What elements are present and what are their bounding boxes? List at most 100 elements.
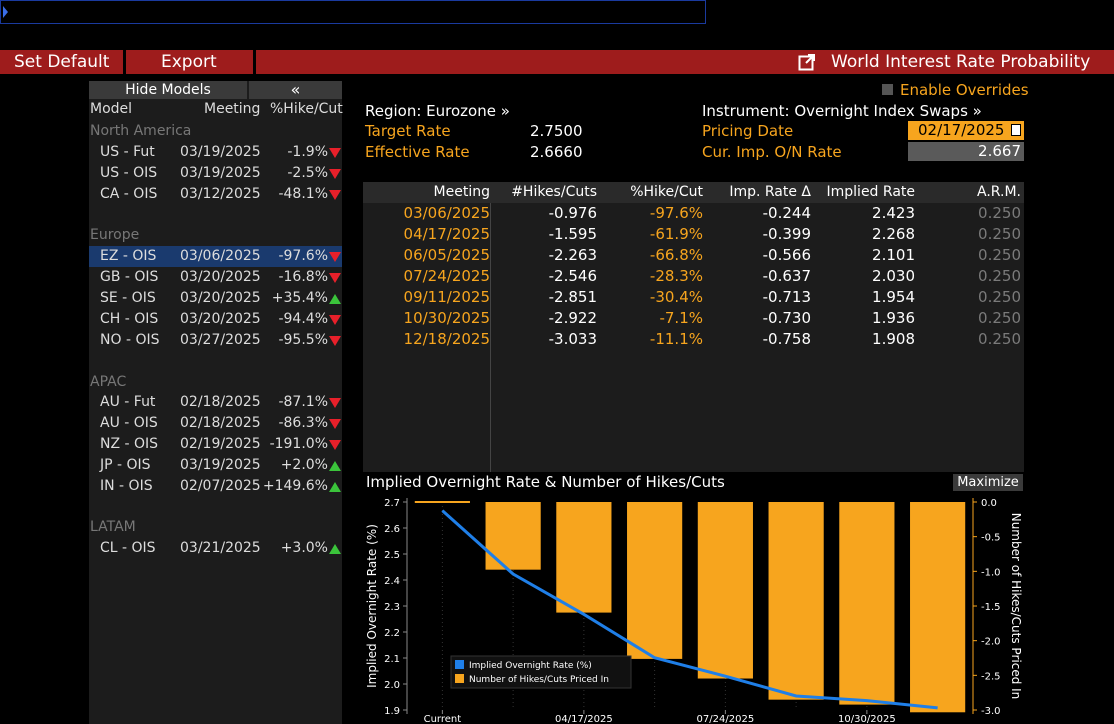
meeting-date: 02/18/2025: [180, 394, 261, 410]
model-row[interactable]: NZ - OIS 02/19/2025 -191.0%: [89, 434, 342, 455]
effective-rate-label: Effective Rate: [365, 143, 470, 161]
model-row[interactable]: AU - OIS 02/18/2025 -86.3%: [89, 413, 342, 434]
y-tick-label: 2.7: [384, 498, 400, 509]
cell-meeting: 10/30/2025: [403, 309, 490, 327]
export-button[interactable]: Export: [161, 52, 217, 72]
cell-hikes: -2.546: [548, 267, 597, 285]
cell-pct: -28.3%: [649, 267, 703, 285]
bar: [485, 502, 541, 570]
table-header: Meeting #Hikes/Cuts %Hike/Cut Imp. Rate …: [363, 182, 1024, 203]
maximize-button[interactable]: Maximize: [953, 474, 1023, 491]
model-name: NZ - OIS: [100, 436, 159, 452]
meeting-date: 03/06/2025: [180, 248, 261, 264]
cell-arm: 0.250: [978, 288, 1021, 306]
cell-arm: 0.250: [978, 330, 1021, 348]
table-body: 03/06/2025 -0.976 -97.6% -0.244 2.423 0.…: [363, 203, 1024, 350]
cell-pct: -7.1%: [659, 309, 703, 327]
model-name: JP - OIS: [100, 457, 151, 473]
cell-delta: -0.566: [762, 246, 811, 264]
header-pct-hike-cut[interactable]: %Hike/Cut: [630, 184, 703, 200]
y-tick-label-right: 0.0: [981, 498, 997, 509]
model-row[interactable]: NO - OIS 03/27/2025 -95.5%: [89, 330, 342, 351]
model-row[interactable]: US - OIS 03/19/2025 -2.5%: [89, 163, 342, 184]
enable-overrides-checkbox[interactable]: [882, 84, 893, 95]
cell-hikes: -0.976: [548, 204, 597, 222]
up-arrow-icon: [329, 461, 341, 471]
down-arrow-icon: [329, 398, 341, 408]
model-row[interactable]: IN - OIS 02/07/2025 +149.6%: [89, 476, 342, 497]
model-row[interactable]: GB - OIS 03/20/2025 -16.8%: [89, 267, 342, 288]
cell-pct: -11.1%: [649, 330, 703, 348]
col-header-hike[interactable]: %Hike/Cut: [270, 101, 343, 117]
set-default-button[interactable]: Set Default: [14, 52, 110, 72]
y-tick-label-right: -2.0: [981, 637, 1001, 648]
header-imp-rate-delta[interactable]: Imp. Rate Δ: [729, 184, 811, 200]
pricing-date-field[interactable]: 02/17/2025: [908, 121, 1024, 140]
table-row[interactable]: 03/06/2025 -0.976 -97.6% -0.244 2.423 0.…: [363, 203, 1024, 224]
popout-icon[interactable]: [798, 53, 816, 71]
cell-pct: -30.4%: [649, 288, 703, 306]
model-row[interactable]: CH - OIS 03/20/2025 -94.4%: [89, 309, 342, 330]
instrument-selector[interactable]: Instrument: Overnight Index Swaps »: [702, 102, 982, 120]
down-arrow-icon: [329, 148, 341, 158]
header-implied-rate[interactable]: Implied Rate: [826, 184, 915, 200]
y-axis-label-right: Number of Hikes/Cuts Priced In: [1009, 513, 1023, 700]
table-row[interactable]: 04/17/2025 -1.595 -61.9% -0.399 2.268 0.…: [363, 224, 1024, 245]
header-arm[interactable]: A.R.M.: [977, 184, 1021, 200]
model-row[interactable]: CA - OIS 03/12/2025 -48.1%: [89, 184, 342, 205]
col-header-meeting[interactable]: Meeting: [204, 101, 261, 117]
bar: [910, 502, 966, 713]
hide-models-button[interactable]: Hide Models: [89, 81, 247, 99]
cell-arm: 0.250: [978, 267, 1021, 285]
cell-arm: 0.250: [978, 204, 1021, 222]
enable-overrides-label[interactable]: Enable Overrides: [900, 81, 1029, 99]
effective-rate-value: 2.6660: [530, 143, 583, 161]
meeting-date: 03/12/2025: [180, 186, 261, 202]
model-row[interactable]: CL - OIS 03/21/2025 +3.0%: [89, 538, 342, 559]
y-tick-label-right: -2.5: [981, 671, 1001, 682]
model-row[interactable]: SE - OIS 03/20/2025 +35.4%: [89, 288, 342, 309]
meeting-date: 02/07/2025: [180, 478, 261, 494]
cur-imp-rate-field[interactable]: 2.667: [908, 142, 1024, 161]
header-meeting[interactable]: Meeting: [433, 184, 490, 200]
region-header: North America: [90, 123, 192, 139]
table-row[interactable]: 10/30/2025 -2.922 -7.1% -0.730 1.936 0.2…: [363, 308, 1024, 329]
hike-value: -16.8%: [278, 269, 328, 285]
cell-meeting: 04/17/2025: [403, 225, 490, 243]
model-row[interactable]: JP - OIS 03/19/2025 +2.0%: [89, 455, 342, 476]
cell-delta: -0.637: [762, 267, 811, 285]
down-arrow-icon: [329, 315, 341, 325]
cell-delta: -0.399: [762, 225, 811, 243]
calendar-icon[interactable]: [1011, 124, 1021, 136]
model-name: AU - OIS: [100, 415, 158, 431]
model-row[interactable]: US - Fut 03/19/2025 -1.9%: [89, 142, 342, 163]
cell-delta: -0.244: [762, 204, 811, 222]
header-hikes-cuts[interactable]: #Hikes/Cuts: [511, 184, 597, 200]
table-row[interactable]: 09/11/2025 -2.851 -30.4% -0.713 1.954 0.…: [363, 287, 1024, 308]
down-arrow-icon: [329, 190, 341, 200]
table-row[interactable]: 06/05/2025 -2.263 -66.8% -0.566 2.101 0.…: [363, 245, 1024, 266]
hike-value: -95.5%: [278, 332, 328, 348]
model-row[interactable]: AU - Fut 02/18/2025 -87.1%: [89, 392, 342, 413]
cell-implied: 2.101: [872, 246, 915, 264]
y-tick-label: 2.1: [384, 654, 400, 665]
cell-hikes: -3.033: [548, 330, 597, 348]
y-tick-label: 2.6: [384, 524, 400, 535]
command-line-input[interactable]: [0, 0, 706, 24]
table-row[interactable]: 12/18/2025 -3.033 -11.1% -0.758 1.908 0.…: [363, 329, 1024, 350]
region-selector[interactable]: Region: Eurozone »: [365, 102, 510, 120]
meeting-date: 03/19/2025: [180, 457, 261, 473]
hike-value: -87.1%: [278, 394, 328, 410]
meeting-date: 02/19/2025: [180, 436, 261, 452]
cell-hikes: -2.263: [548, 246, 597, 264]
cell-hikes: -1.595: [548, 225, 597, 243]
col-header-model[interactable]: Model: [90, 101, 133, 117]
model-name: SE - OIS: [100, 290, 156, 306]
table-row[interactable]: 07/24/2025 -2.546 -28.3% -0.637 2.030 0.…: [363, 266, 1024, 287]
meeting-date: 03/20/2025: [180, 290, 261, 306]
collapse-panel-button[interactable]: «: [249, 81, 342, 99]
model-row-selected[interactable]: EZ - OIS 03/06/2025 -97.6%: [89, 246, 342, 267]
meeting-date: 02/18/2025: [180, 415, 261, 431]
bar: [768, 502, 824, 700]
bar: [697, 502, 753, 679]
